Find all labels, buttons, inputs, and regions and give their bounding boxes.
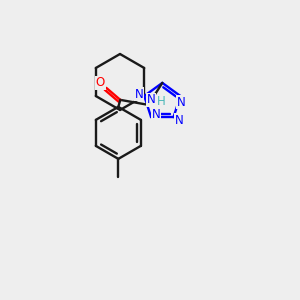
- Text: N: N: [147, 93, 156, 106]
- Text: H: H: [157, 95, 166, 108]
- Text: N: N: [177, 95, 186, 109]
- Text: O: O: [96, 76, 105, 89]
- Text: N: N: [175, 114, 184, 127]
- Text: N: N: [152, 108, 161, 121]
- Text: N: N: [135, 88, 144, 100]
